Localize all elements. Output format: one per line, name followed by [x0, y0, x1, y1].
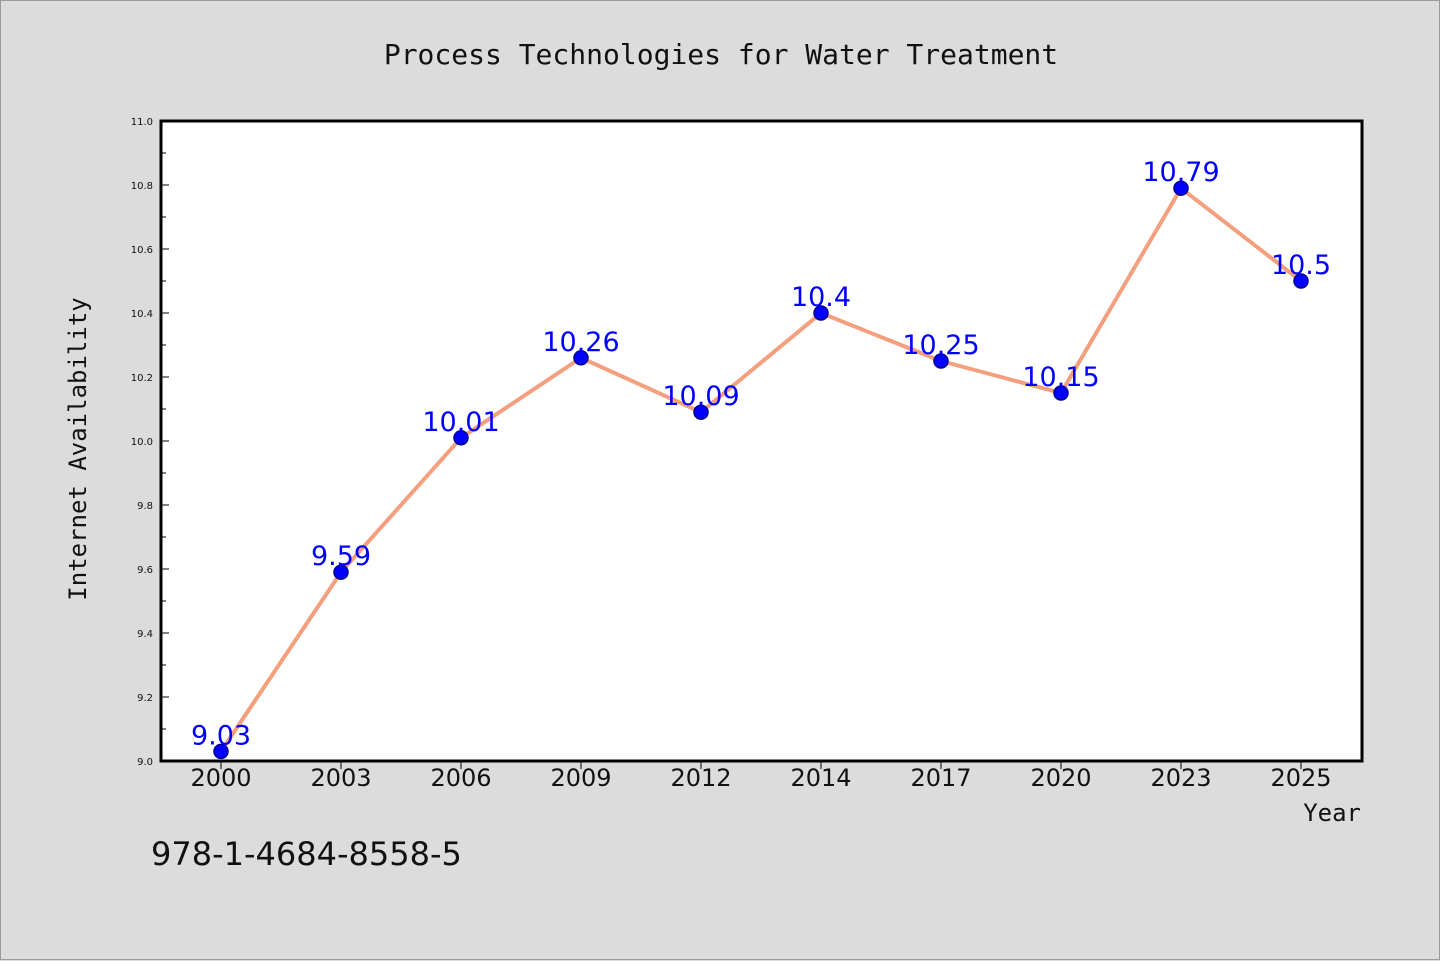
y-tick-label: 9.4: [137, 629, 153, 640]
y-axis: 9.0 9.2 9.4 9.6 9.8 10.0 10.2 10.4 10.6 10.8 11.0: [131, 117, 169, 768]
chart-title: Process Technologies for Water Treatment: [384, 38, 1058, 71]
y-tick-label: 9.0: [137, 757, 153, 768]
y-tick-label: 11.0: [131, 117, 153, 128]
data-point: [1173, 180, 1189, 196]
y-tick-label: 10.0: [131, 437, 153, 448]
data-label: 10.5: [1271, 250, 1331, 281]
y-tick-label: 10.6: [131, 245, 153, 256]
data-label: 9.59: [311, 541, 371, 572]
data-point: [453, 430, 469, 446]
data-point: [813, 305, 829, 321]
x-tick-label: 2020: [1030, 764, 1091, 792]
data-point: [1293, 273, 1309, 289]
series-line-group: [213, 180, 1309, 760]
plot-frame: [159, 119, 1364, 763]
x-tick-label: 2023: [1150, 764, 1211, 792]
data-point: [693, 404, 709, 420]
data-label: 10.4: [791, 282, 851, 313]
x-axis: 2000 2003 2006 2009 2012 2014 2017 2020 2023 2025: [190, 761, 1332, 792]
data-labels-group: 9.03 9.59 10.01 10.26 10.09 10.4 10.25 10.15 10.…: [191, 157, 1331, 751]
x-tick-label: 2025: [1270, 764, 1331, 792]
y-tick-label: 10.4: [131, 309, 153, 320]
series-line: [219, 186, 1303, 753]
y-tick-label: 9.6: [137, 565, 153, 576]
y-tick-label: 10.8: [131, 181, 153, 192]
y-axis-label: Internet Availability: [64, 297, 92, 600]
data-label: 10.26: [542, 327, 619, 358]
data-point: [573, 350, 589, 366]
y-tick-label: 9.8: [137, 501, 153, 512]
x-tick-label: 2017: [910, 764, 971, 792]
data-label: 10.01: [422, 407, 499, 438]
x-tick-label: 2006: [430, 764, 491, 792]
x-tick-label: 2003: [310, 764, 371, 792]
data-point: [1053, 385, 1069, 401]
x-tick-label: 2012: [670, 764, 731, 792]
x-axis-label: Year: [1303, 799, 1361, 827]
y-tick-label: 10.2: [131, 373, 153, 384]
isbn-caption: 978-1-4684-8558-5: [151, 835, 462, 873]
plot-area: [161, 121, 1362, 761]
data-label: 10.79: [1142, 157, 1219, 188]
x-tick-label: 2009: [550, 764, 611, 792]
data-label: 9.03: [191, 720, 251, 751]
data-label: 10.15: [1022, 362, 1099, 393]
data-label: 10.25: [902, 330, 979, 361]
y-tick-label: 9.2: [137, 693, 153, 704]
data-point: [933, 353, 949, 369]
data-point: [213, 743, 229, 760]
x-tick-label: 2000: [190, 764, 251, 792]
data-label: 10.09: [662, 381, 739, 412]
data-point: [333, 564, 349, 580]
x-tick-label: 2014: [790, 764, 851, 792]
